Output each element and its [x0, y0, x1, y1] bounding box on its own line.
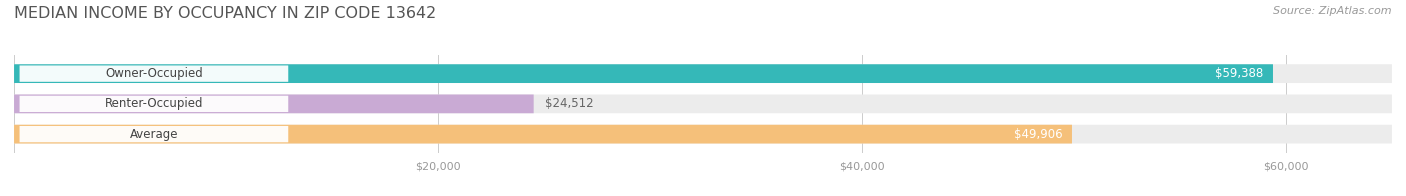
FancyBboxPatch shape: [14, 125, 1392, 143]
FancyBboxPatch shape: [14, 94, 534, 113]
FancyBboxPatch shape: [20, 65, 288, 82]
FancyBboxPatch shape: [20, 126, 288, 142]
Text: Renter-Occupied: Renter-Occupied: [104, 97, 202, 110]
Text: $24,512: $24,512: [544, 97, 593, 110]
FancyBboxPatch shape: [20, 96, 288, 112]
FancyBboxPatch shape: [14, 94, 1392, 113]
Text: Source: ZipAtlas.com: Source: ZipAtlas.com: [1274, 6, 1392, 16]
FancyBboxPatch shape: [14, 64, 1272, 83]
Text: Average: Average: [129, 128, 179, 141]
FancyBboxPatch shape: [14, 125, 1071, 143]
Text: $49,906: $49,906: [1014, 128, 1063, 141]
FancyBboxPatch shape: [14, 64, 1392, 83]
Text: Owner-Occupied: Owner-Occupied: [105, 67, 202, 80]
Text: $59,388: $59,388: [1215, 67, 1264, 80]
Text: MEDIAN INCOME BY OCCUPANCY IN ZIP CODE 13642: MEDIAN INCOME BY OCCUPANCY IN ZIP CODE 1…: [14, 6, 436, 21]
